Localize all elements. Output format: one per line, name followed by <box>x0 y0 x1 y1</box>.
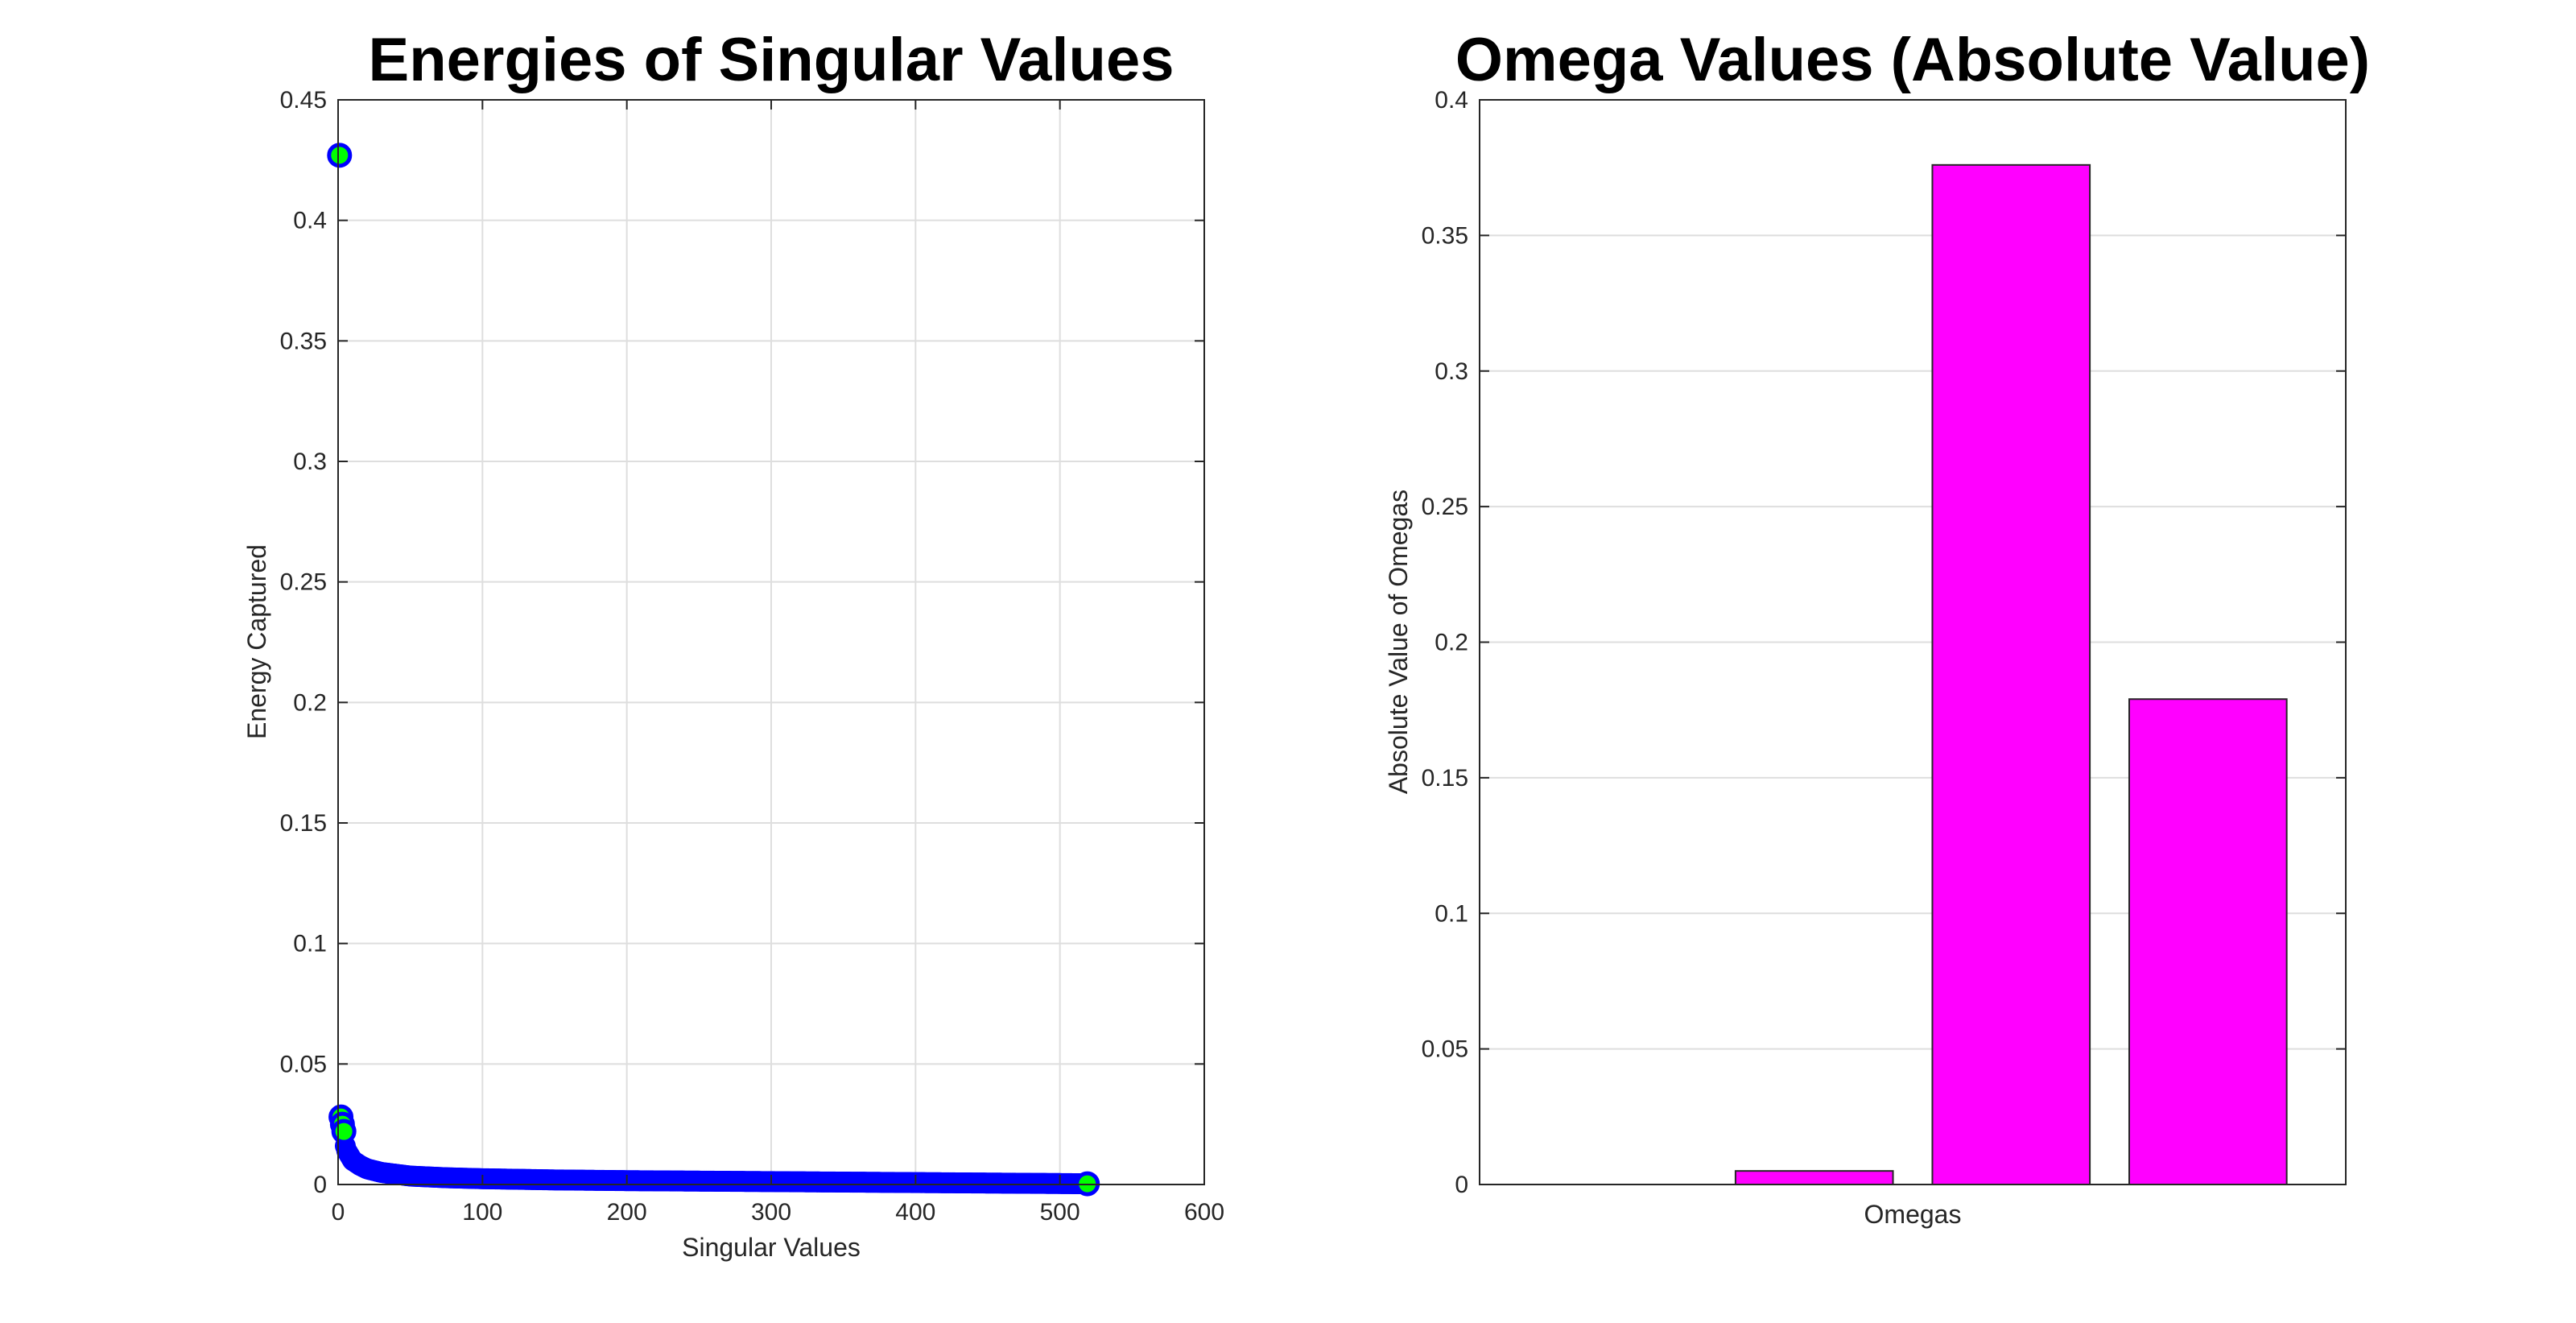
chart1-ytick-label: 0.15 <box>280 810 327 837</box>
energies-chart: Energies of Singular Values 0 100 200 300 40… <box>242 26 1224 1262</box>
chart1-ytick-label: 0.25 <box>280 569 327 596</box>
chart1-ytick-label: 0.45 <box>280 87 327 114</box>
chart1-highlight-point <box>327 143 353 168</box>
chart2-ytick-label: 0 <box>1455 1172 1468 1198</box>
chart1-xtick-label: 200 <box>607 1199 647 1226</box>
chart2-ytick-label: 0.1 <box>1435 900 1468 927</box>
chart1-points <box>327 143 1100 1197</box>
chart1-highlight-point <box>331 1118 357 1144</box>
chart2-xlabel: Omegas <box>1864 1200 1962 1229</box>
chart2-ytick-label: 0.25 <box>1422 494 1468 520</box>
chart1-ytick-label: 0.2 <box>293 689 327 716</box>
chart2-ytick-label: 0.2 <box>1435 630 1468 656</box>
chart1-title: Energies of Singular Values <box>369 26 1174 94</box>
chart1-ylabel: Energy Captured <box>242 544 271 739</box>
chart2-ytick-label: 0.05 <box>1422 1036 1468 1063</box>
chart1-ytick-label: 0.05 <box>280 1051 327 1077</box>
chart2-ytick-label: 0.4 <box>1435 87 1468 114</box>
chart2-ytick-label: 0.15 <box>1422 765 1468 792</box>
chart1-ytick-label: 0.1 <box>293 931 327 957</box>
chart1-ytick-label: 0 <box>313 1172 327 1198</box>
chart1-ytick-label: 0.4 <box>293 208 327 234</box>
chart1-grid <box>338 100 1204 1184</box>
chart2-ticks: 0 0.05 0.1 0.15 0.2 0.25 0.3 0.35 0.4 <box>1422 87 2346 1198</box>
chart2-bar <box>2128 698 2288 1185</box>
chart1-xtick-label: 500 <box>1040 1199 1080 1226</box>
omega-chart: Omega Values (Absolute Value) 0 0.05 0.1 0.… <box>1384 26 2370 1229</box>
chart2-title: Omega Values (Absolute Value) <box>1455 26 2370 94</box>
chart1-xlabel: Singular Values <box>682 1233 861 1262</box>
chart2-bars <box>1734 163 2288 1186</box>
chart1-ytick-label: 0.3 <box>293 449 327 475</box>
chart1-ticks: 0 100 200 300 400 500 600 0 0.05 0.1 0.15 0.2 0.25 0.… <box>280 87 1224 1226</box>
chart1-ytick-label: 0.35 <box>280 328 327 354</box>
chart1-xtick-label: 100 <box>462 1199 502 1226</box>
chart1-xtick-label: 300 <box>751 1199 791 1226</box>
chart2-ytick-label: 0.35 <box>1422 222 1468 249</box>
chart1-xtick-label: 600 <box>1184 1199 1224 1226</box>
chart2-bar <box>1931 163 2091 1186</box>
chart1-xtick-label: 400 <box>895 1199 935 1226</box>
chart1-xtick-label: 0 <box>332 1199 345 1226</box>
chart2-ylabel: Absolute Value of Omegas <box>1384 490 1413 794</box>
chart2-bar <box>1734 1170 1894 1185</box>
chart2-ytick-label: 0.3 <box>1435 358 1468 385</box>
